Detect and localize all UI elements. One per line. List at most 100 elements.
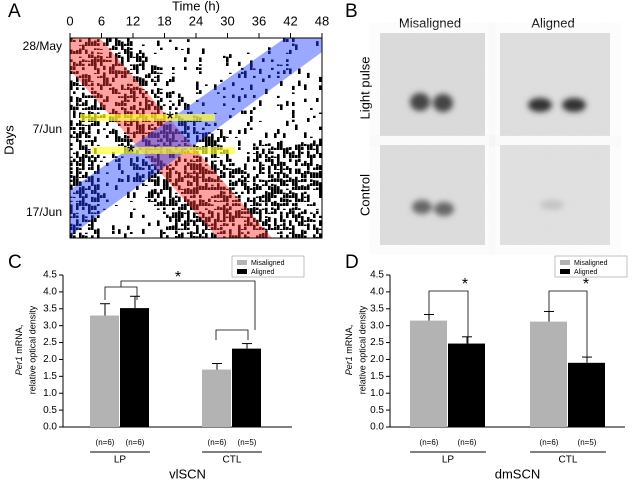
activity-bin — [127, 128, 130, 134]
activity-bin — [160, 130, 163, 134]
panel-label: B — [345, 1, 358, 22]
y-axis-label: relative optical density — [27, 305, 37, 394]
activity-bin — [79, 171, 82, 174]
activity-bin — [88, 185, 91, 190]
activity-bin — [166, 204, 169, 206]
activity-bin — [112, 77, 115, 82]
activity-bin — [292, 192, 295, 194]
activity-bin — [307, 144, 310, 150]
activity-bin — [193, 127, 196, 130]
activity-bin — [211, 232, 214, 238]
activity-bin — [208, 137, 211, 142]
activity-bin — [289, 220, 292, 226]
activity-bin — [112, 230, 115, 234]
activity-bin — [133, 76, 136, 78]
activity-bin — [85, 193, 88, 198]
activity-bin — [145, 141, 148, 146]
activity-bin — [313, 202, 316, 206]
activity-bin — [85, 232, 88, 234]
activity-bin — [265, 209, 268, 214]
activity-bin — [286, 68, 289, 70]
activity-bin — [259, 179, 262, 182]
activity-bin — [286, 188, 289, 190]
activity-bin — [304, 220, 307, 222]
activity-bin — [310, 219, 313, 222]
activity-bin — [238, 198, 241, 202]
activity-bin — [169, 198, 172, 202]
activity-bin — [319, 172, 322, 178]
activity-bin — [169, 138, 172, 142]
activity-bin — [301, 142, 304, 146]
activity-bin — [292, 109, 295, 114]
activity-bin — [229, 206, 232, 210]
activity-bin — [184, 142, 187, 146]
activity-bin — [82, 160, 85, 166]
activity-bin — [91, 87, 94, 90]
activity-bin — [223, 55, 226, 58]
activity-bin — [223, 186, 226, 190]
activity-bin — [223, 87, 226, 90]
activity-bin — [292, 154, 295, 158]
activity-bin — [91, 111, 94, 114]
activity-bin — [277, 154, 280, 158]
activity-bin — [283, 154, 286, 158]
activity-bin — [244, 171, 247, 174]
activity-bin — [220, 207, 223, 210]
activity-bin — [154, 80, 157, 82]
activity-bin — [70, 143, 73, 146]
activity-bin — [166, 180, 169, 186]
activity-bin — [79, 133, 82, 138]
activity-bin — [73, 131, 76, 134]
activity-bin — [235, 196, 238, 198]
activity-bin — [184, 158, 187, 162]
activity-bin — [118, 70, 121, 74]
activity-bin — [310, 108, 313, 110]
activity-bin — [91, 176, 94, 182]
activity-bin — [76, 102, 79, 106]
activity-bin — [280, 203, 283, 206]
activity-bin — [298, 208, 301, 210]
activity-bin — [271, 207, 274, 210]
activity-bin — [85, 132, 88, 138]
activity-bin — [295, 162, 298, 166]
y-tick-label: 2.0 — [43, 354, 57, 365]
activity-bin — [307, 72, 310, 78]
activity-bin — [271, 158, 274, 162]
activity-bin — [157, 176, 160, 182]
activity-bin — [115, 73, 118, 78]
activity-bin — [94, 197, 97, 202]
activity-bin — [139, 81, 142, 86]
activity-bin — [283, 198, 286, 202]
activity-bin — [70, 162, 73, 166]
activity-bin — [292, 151, 295, 154]
activity-bin — [193, 144, 196, 146]
y-tick-label: 4.5 — [370, 270, 384, 281]
activity-bin — [253, 166, 256, 170]
activity-bin — [253, 152, 256, 154]
activity-bin — [301, 233, 304, 238]
activity-bin — [214, 152, 217, 158]
activity-bin — [277, 95, 280, 98]
activity-bin — [127, 175, 130, 178]
activity-bin — [175, 160, 178, 162]
activity-bin — [199, 67, 202, 70]
activity-bin — [142, 137, 145, 142]
activity-bin — [217, 128, 220, 130]
activity-bin — [148, 164, 151, 170]
activity-bin — [169, 225, 172, 230]
activity-bin — [169, 168, 172, 174]
activity-bin — [70, 71, 73, 74]
activity-bin — [157, 220, 160, 226]
activity-bin — [268, 150, 271, 154]
activity-bin — [172, 103, 175, 106]
activity-bin — [115, 60, 118, 66]
activity-bin — [118, 63, 121, 66]
activity-bin — [295, 193, 298, 198]
activity-bin — [136, 53, 139, 58]
activity-bin — [97, 184, 100, 190]
activity-bin — [292, 38, 295, 42]
activity-bin — [127, 191, 130, 194]
activity-bin — [190, 120, 193, 122]
activity-bin — [124, 48, 127, 54]
